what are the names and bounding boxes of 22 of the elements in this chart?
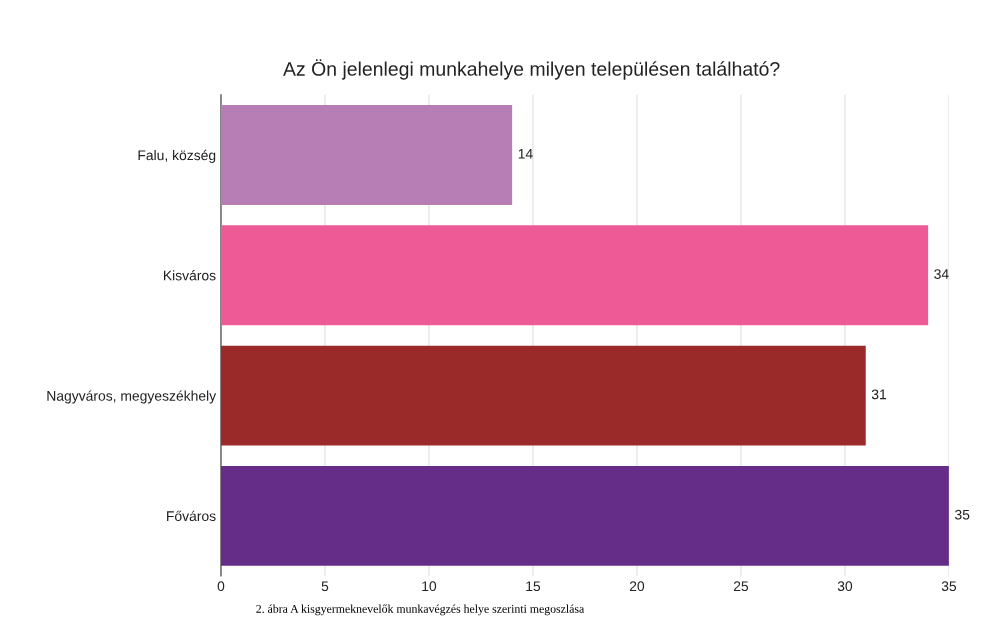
y-tick-label: Falu, község — [138, 149, 216, 163]
x-tick-label: 25 — [733, 581, 749, 592]
data-label: 14 — [518, 148, 533, 159]
data-label: 31 — [871, 389, 887, 400]
y-tick-label: Nagyváros, megyeszékhely — [47, 390, 217, 404]
x-tick-label: 30 — [837, 581, 853, 592]
x-tick-label: 0 — [217, 581, 225, 592]
bar — [220, 225, 929, 326]
y-tick-label: Főváros — [167, 510, 216, 522]
x-tick-label: 5 — [321, 581, 329, 592]
data-label: 34 — [934, 269, 949, 279]
data-label: 35 — [955, 509, 970, 520]
y-tick-label: Kisváros — [163, 270, 216, 281]
x-tick-label: 15 — [526, 581, 541, 592]
x-tick-label: 10 — [422, 581, 437, 592]
chart-title: Az Ön jelenlegi munkahelye milyen településen található? — [283, 59, 780, 80]
text: 2. ábra A kisgyermeknevelők munkavégzés helye szerinti megoszlása — [256, 604, 585, 616]
bar — [220, 465, 949, 566]
x-tick-label: 35 — [941, 581, 957, 592]
bar — [220, 345, 866, 446]
bar — [220, 105, 513, 205]
x-tick-label: 20 — [629, 581, 645, 592]
